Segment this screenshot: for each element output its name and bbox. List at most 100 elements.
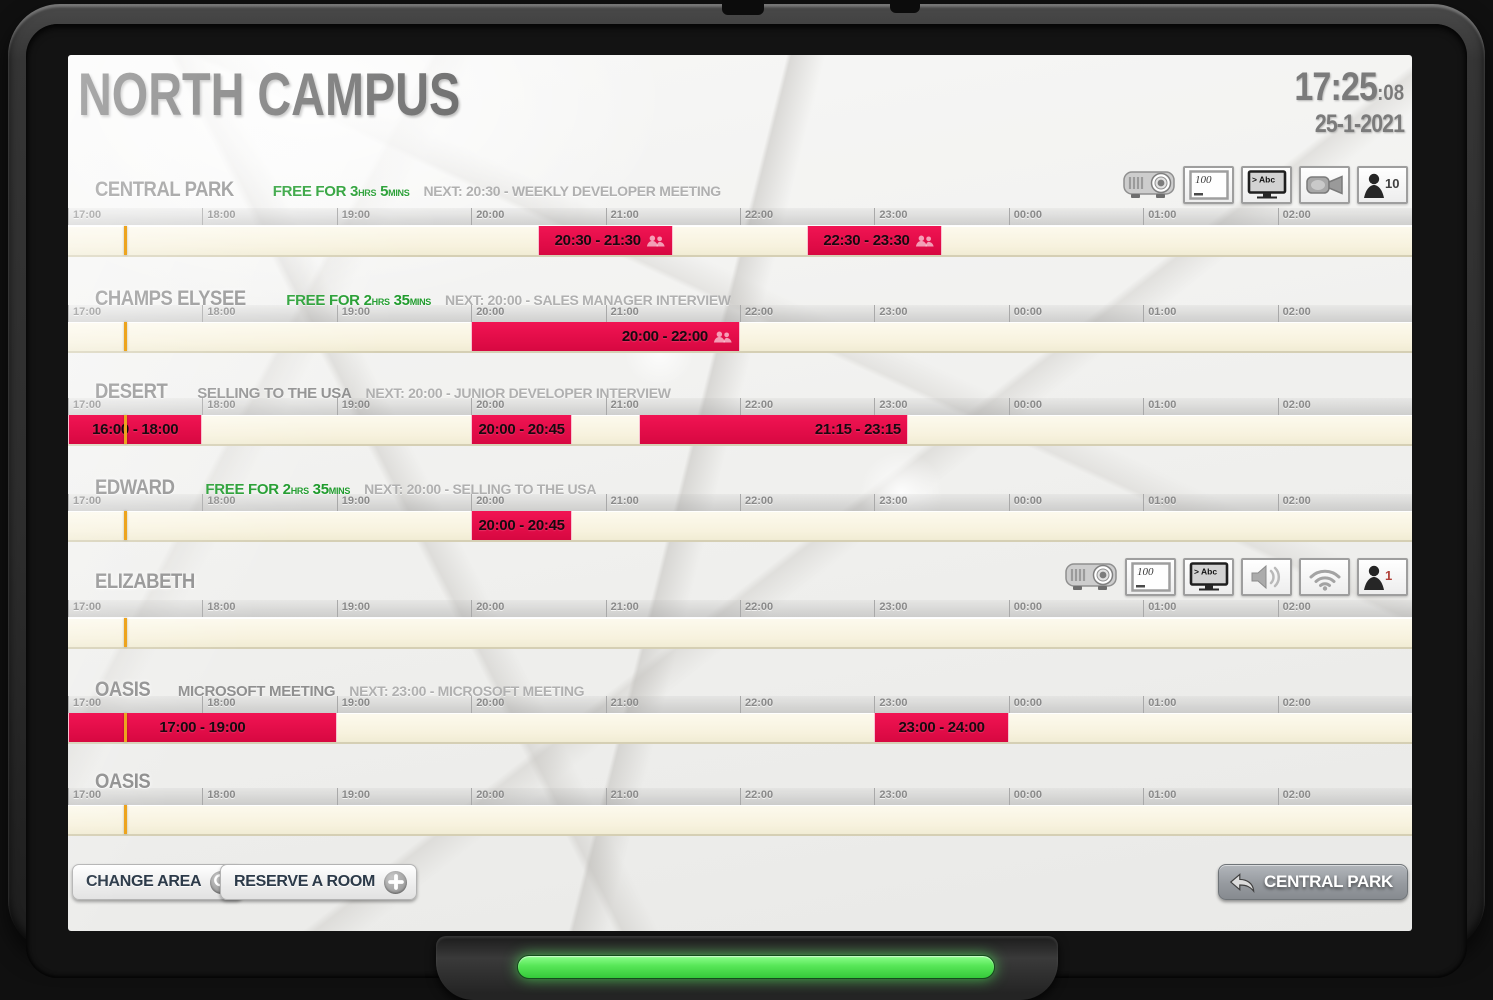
room-name[interactable]: DESERT (95, 380, 168, 403)
room-name[interactable]: CHAMPS ELYSEE (95, 287, 246, 310)
led-indicator (517, 955, 995, 979)
tick-label: 23:00 (874, 600, 908, 617)
booking-time-label: 22:30 - 23:30 (823, 232, 910, 249)
room-name[interactable]: ELIZABETH (95, 570, 195, 593)
tick-label: 20:00 (471, 494, 504, 511)
tick-label: 20:00 (471, 305, 504, 322)
top-notch (890, 0, 920, 13)
attendees-icon (713, 330, 733, 344)
current-time-line (124, 618, 128, 647)
tick-label: 22:00 (740, 398, 773, 415)
tick-label: 22:00 (740, 788, 773, 805)
tick-label: 20:00 (471, 600, 504, 617)
tick-label: 02:00 (1277, 696, 1311, 713)
projector-icon (1064, 560, 1118, 594)
tick-label: 18:00 (202, 305, 236, 322)
room-timeline[interactable]: 16:00 - 18:00 20:00 - 20:45 21:15 - 23:15 (68, 415, 1412, 446)
tick-label: 21:00 (605, 398, 639, 415)
tick-label: 00:00 (1008, 696, 1042, 713)
room-timeline[interactable]: 17:00 - 19:00 23:00 - 24:00 (68, 713, 1412, 744)
room-current-meeting: MICROSOFT MEETING (177, 683, 336, 700)
tick-label: 21:00 (605, 208, 639, 225)
room-next-meeting: NEXT: 20:00 - SELLING TO THE USA (364, 481, 597, 497)
svg-text:100: 100 (1137, 566, 1154, 578)
tick-label: 18:00 (202, 600, 236, 617)
booking-block[interactable]: 23:00 - 24:00 (874, 713, 1009, 742)
booking-block[interactable]: 20:30 - 21:30 (538, 226, 673, 255)
reserve-room-button[interactable]: RESERVE A ROOM (220, 864, 418, 900)
current-time-line (124, 511, 128, 540)
tick-label: 17:00 (68, 398, 101, 415)
tick-label: 18:00 (202, 494, 236, 511)
booking-time-label: 17:00 - 19:00 (159, 719, 246, 736)
tick-label: 21:00 (605, 494, 639, 511)
tick-label: 02:00 (1277, 788, 1311, 805)
tick-label: 00:00 (1008, 494, 1042, 511)
room-timeline[interactable]: 20:00 - 20:45 (68, 511, 1412, 542)
room-status-free: FREE FOR 3HRS 5MINS (272, 183, 410, 200)
booking-block[interactable]: 21:15 - 23:15 (639, 415, 908, 444)
booking-time-label: 20:00 - 22:00 (621, 328, 708, 345)
tick-label: 23:00 (874, 305, 908, 322)
room-name[interactable]: OASIS (95, 770, 151, 793)
room-row: DESERT SELLING TO THE USA NEXT: 20:00 - JU… (68, 380, 1412, 472)
room-row: OASIS 17:00 18:00 19:00 20:00 21:00 22:00 23:00… (68, 770, 1412, 862)
tick-label: 18:00 (202, 788, 236, 805)
room-name[interactable]: EDWARD (95, 476, 175, 499)
booking-time-label: 21:15 - 23:15 (814, 421, 901, 438)
tick-label: 22:00 (740, 305, 773, 322)
booking-block[interactable]: 20:00 - 20:45 (471, 511, 572, 540)
booking-block[interactable]: 20:00 - 20:45 (471, 415, 572, 444)
room-header: OASIS MICROSOFT MEETING NEXT: 23:00 - MICR… (68, 678, 1412, 704)
room-timeline[interactable] (68, 805, 1412, 836)
room-header: ELIZABETH 100 > Abc 1 (68, 558, 1412, 596)
tick-label: 01:00 (1143, 788, 1176, 805)
room-row: EDWARD FREE FOR 2HRS 35MINS NEXT: 20:00 - … (68, 476, 1412, 568)
room-row: OASIS MICROSOFT MEETING NEXT: 23:00 - MICR… (68, 678, 1412, 770)
change-area-button[interactable]: CHANGE AREA (72, 864, 244, 900)
booking-block[interactable]: 20:00 - 22:00 (471, 322, 740, 351)
tick-label: 23:00 (874, 788, 908, 805)
camera-icon (1299, 166, 1350, 204)
svg-text:> Abc: > Abc (1194, 567, 1217, 577)
tick-label: 17:00 (68, 788, 101, 805)
clock-date: 25-1-2021 (1314, 110, 1405, 138)
room-name[interactable]: OASIS (95, 678, 151, 701)
room-name[interactable]: CENTRAL PARK (95, 178, 234, 201)
booking-block[interactable]: 16:00 - 18:00 (68, 415, 203, 444)
back-to-room-button[interactable]: CENTRAL PARK (1218, 864, 1408, 900)
tick-label: 17:00 (68, 208, 101, 225)
capacity-icon: 1 (1357, 558, 1408, 596)
tick-label: 22:00 (740, 494, 773, 511)
svg-text:10: 10 (1385, 176, 1399, 191)
timeline-ticks: 17:00 18:00 19:00 20:00 21:00 22:00 23:00 00:00… (68, 208, 1412, 226)
booking-time-label: 20:30 - 21:30 (554, 232, 641, 249)
room-timeline[interactable]: 20:30 - 21:30 22:30 - 23:30 (68, 226, 1412, 257)
tick-label: 00:00 (1008, 398, 1042, 415)
tick-label: 00:00 (1008, 305, 1042, 322)
room-timeline[interactable] (68, 618, 1412, 649)
tick-label: 01:00 (1143, 696, 1176, 713)
room-header: OASIS (68, 770, 1412, 796)
tick-label: 23:00 (874, 398, 908, 415)
room-equipment: 100 > Abc 10 (1122, 166, 1408, 204)
room-timeline[interactable]: 20:00 - 22:00 (68, 322, 1412, 353)
clock: 17:25:08 25-1-2021 (1294, 65, 1405, 139)
room-row: CHAMPS ELYSEE FREE FOR 2HRS 35MINS NEXT: 2… (68, 287, 1412, 379)
top-notch (722, 0, 764, 15)
booking-block[interactable]: 17:00 - 19:00 (68, 713, 337, 742)
tick-label: 19:00 (336, 788, 370, 805)
tick-label: 19:00 (336, 494, 370, 511)
timeline-ticks: 17:00 18:00 19:00 20:00 21:00 22:00 23:00 00:00… (68, 494, 1412, 512)
svg-text:100: 100 (1195, 174, 1212, 186)
booking-time-label: 16:00 - 18:00 (92, 421, 179, 438)
tick-label: 17:00 (68, 305, 101, 322)
back-room-label: CENTRAL PARK (1264, 872, 1393, 891)
tick-label: 01:00 (1143, 398, 1176, 415)
tick-label: 01:00 (1143, 494, 1176, 511)
change-area-label: CHANGE AREA (86, 873, 202, 890)
booking-block[interactable]: 22:30 - 23:30 (807, 226, 942, 255)
room-header: DESERT SELLING TO THE USA NEXT: 20:00 - JU… (68, 380, 1412, 406)
tick-label: 19:00 (336, 398, 370, 415)
tick-label: 01:00 (1143, 208, 1176, 225)
